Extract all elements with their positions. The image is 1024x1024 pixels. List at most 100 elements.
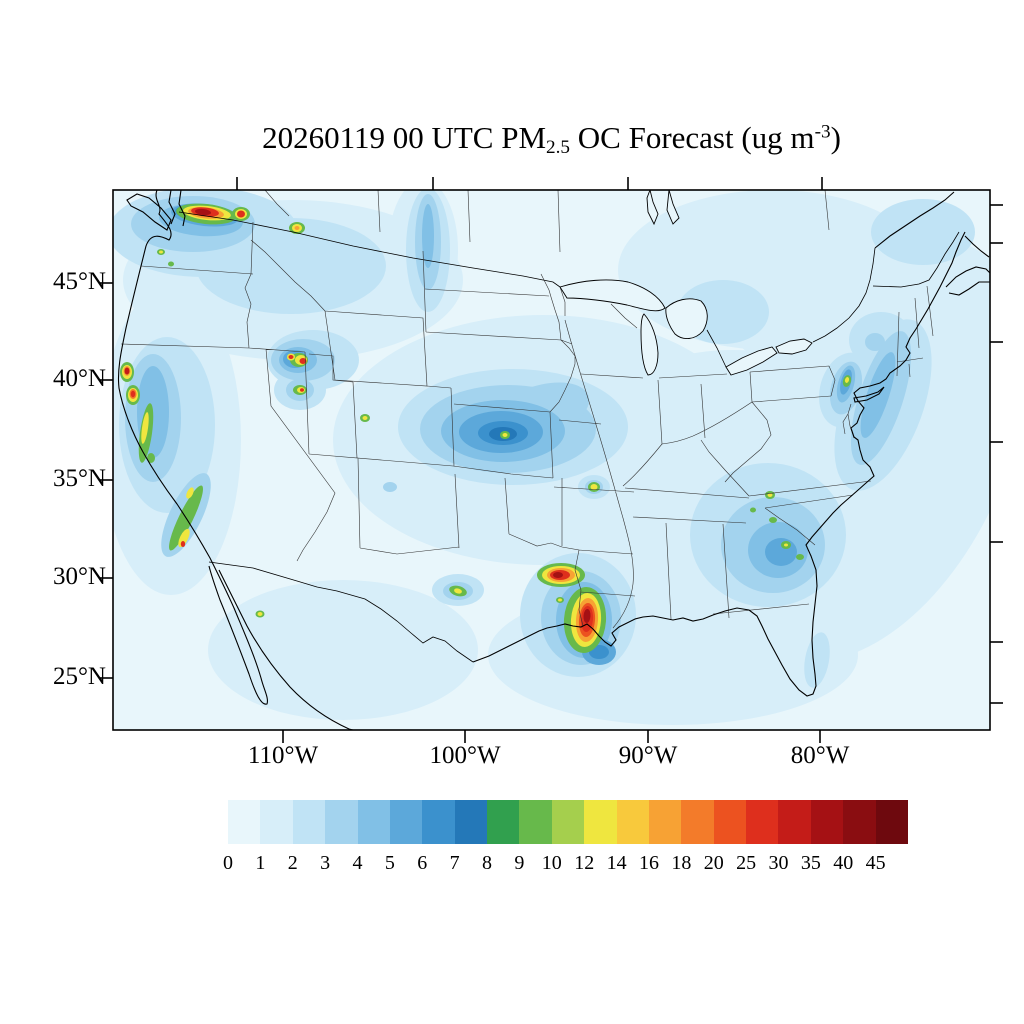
field-contour-blob — [257, 612, 263, 616]
colorbar-cell-16 — [746, 800, 779, 844]
field-contour-blob — [871, 199, 975, 265]
field-contour-blob — [383, 482, 397, 492]
colorbar-cell-4 — [357, 800, 390, 844]
colorbar-tick-label: 10 — [541, 852, 562, 874]
field-contour-blob — [294, 226, 300, 230]
colorbar-cell-6 — [422, 800, 455, 844]
field-contour-blob — [299, 358, 307, 364]
colorbar-tick-label: 14 — [606, 852, 627, 874]
national-borders — [178, 211, 960, 663]
colorbar-tick-label: 18 — [671, 852, 692, 874]
field-contour-blob — [804, 632, 830, 688]
field-contour-blob — [422, 204, 434, 268]
colorbar-cell-18 — [810, 800, 844, 844]
lat-label-30n: 30°N — [52, 563, 106, 590]
colorbar-cell-19 — [843, 800, 876, 844]
colorbar-tick-label: 3 — [320, 852, 331, 874]
lon-label-110w: 110°W — [247, 742, 319, 769]
colorbar-cell-20 — [875, 800, 908, 844]
field-contour-blob — [237, 210, 245, 218]
lat-label-35n: 35°N — [52, 465, 106, 492]
colorbar-cell-11 — [584, 800, 617, 844]
field-contour-blob — [208, 580, 478, 720]
field-contour-blob — [502, 433, 508, 437]
title-text: 20260119 00 UTC PM — [262, 120, 547, 155]
field-contour-blob — [865, 333, 885, 351]
colorbar-labels: 0 1 2 3 4 5 6 7 8 9 10 12 14 16 18 20 25 30 35 40 45 — [223, 852, 928, 878]
field-contour-blob — [159, 250, 163, 254]
colorbar-cell-10 — [551, 800, 585, 844]
field-contour-blob — [141, 412, 149, 444]
field-contour-blob — [362, 416, 368, 420]
colorbar-tick-label: 45 — [865, 852, 886, 874]
title-text: ) — [830, 120, 841, 155]
colorbar-tick-label: 2 — [287, 852, 298, 874]
field-contour-blob — [130, 390, 136, 398]
field-contour-blob — [180, 541, 186, 547]
colorbar-tick-label: 4 — [352, 852, 363, 874]
lon-label-80w: 80°W — [790, 742, 850, 769]
axis-ticks — [100, 177, 1003, 743]
field-contour-blob — [195, 208, 211, 216]
colorbar-cell-3 — [325, 800, 358, 844]
field-contour-blob — [796, 554, 804, 560]
lon-label-100w: 100°W — [429, 742, 501, 769]
lon-label-90w: 90°W — [618, 742, 678, 769]
atlantic-gulf-coastline — [472, 191, 990, 697]
title-superscript: -3 — [814, 121, 831, 143]
colorbar-tick-label: 0 — [223, 852, 233, 874]
colorbar-tick-label: 7 — [449, 852, 460, 874]
colorbar-tick-label: 8 — [482, 852, 493, 874]
forecast-map — [100, 177, 1003, 743]
geography — [117, 190, 990, 730]
lat-label-40n: 40°N — [52, 365, 106, 392]
field-contour-blob — [765, 538, 797, 566]
field-contour-blob — [844, 377, 850, 383]
colorbar-cell-2 — [292, 800, 326, 844]
colorbar-tick-label: 20 — [703, 852, 724, 874]
colorbar-tick-label: 35 — [800, 852, 821, 874]
field-contour-blob — [583, 609, 591, 623]
lat-label-45n: 45°N — [52, 268, 106, 295]
field-contour-blob — [168, 261, 174, 267]
field-contour-blob — [750, 507, 756, 513]
lat-label-25n: 25°N — [52, 663, 106, 690]
field-contour-blob — [454, 588, 462, 594]
colorbar-tick-label: 12 — [574, 852, 595, 874]
colorbar-cell-0 — [228, 800, 261, 844]
colorbar-cell-13 — [648, 800, 682, 844]
pacific-coastline — [117, 190, 354, 730]
map-frame — [112, 189, 991, 731]
colorbar-tick-label: 6 — [417, 852, 428, 874]
field-contour-blob — [767, 493, 773, 497]
field-contour-blob — [186, 487, 194, 499]
field-contour-blob — [288, 355, 294, 359]
field-contour-blob — [784, 543, 788, 547]
colorbar-tick-label: 25 — [736, 852, 757, 874]
colorbar-cell-5 — [389, 800, 423, 844]
field-contour-blob — [769, 517, 777, 523]
colorbar-tick-label: 16 — [638, 852, 659, 874]
colorbar-tick-label: 40 — [833, 852, 854, 874]
title-text: OC Forecast (ug m — [570, 120, 815, 155]
colorbar-cell-14 — [681, 800, 714, 844]
great-lakes — [559, 190, 813, 376]
field-contour-blob — [124, 367, 130, 375]
colorbar-cell-1 — [260, 800, 293, 844]
colorbar-cell-12 — [616, 800, 649, 844]
field-contour-blob — [558, 598, 562, 602]
field-contour-blob — [300, 388, 304, 392]
title-subscript: 2.5 — [546, 136, 571, 158]
colorbar-tick-label: 9 — [514, 852, 525, 874]
colorbar — [228, 800, 908, 844]
colorbar-cell-7 — [454, 800, 487, 844]
chart-title: 20260119 00 UTC PM2.5 OC Forecast (ug m-… — [113, 120, 990, 159]
field-contour-blob — [590, 484, 598, 490]
field-contour-blob — [553, 572, 563, 578]
colorbar-cell-15 — [713, 800, 746, 844]
state-borders — [120, 190, 934, 629]
field-contour-blob — [147, 453, 155, 463]
colorbar-cell-8 — [487, 800, 520, 844]
colorbar-tick-label: 1 — [255, 852, 266, 874]
